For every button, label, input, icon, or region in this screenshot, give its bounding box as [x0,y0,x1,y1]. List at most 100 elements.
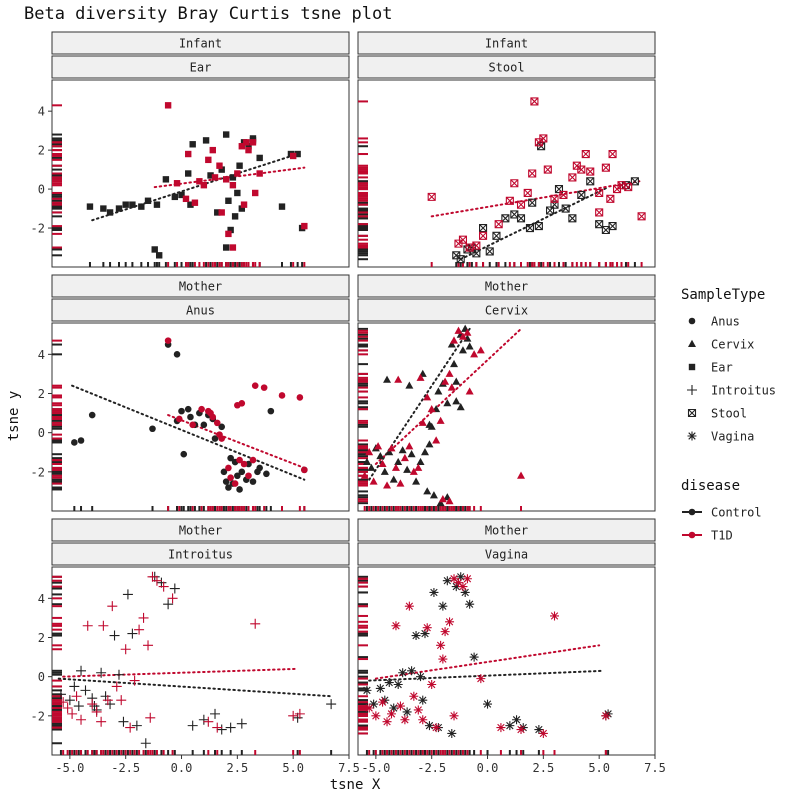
data-point [534,725,544,735]
data-point [196,178,203,185]
data-point [229,174,237,181]
chart-title: Beta diversity Bray Curtis tsne plot [24,4,392,24]
data-point [470,350,479,358]
data-point [207,172,214,179]
data-point [216,724,227,735]
data-point [187,720,198,731]
data-point [227,474,234,482]
data-point [129,201,136,208]
data-point [122,201,129,208]
data-point [218,166,225,173]
data-point [234,472,241,480]
data-point [423,487,432,495]
data-point [395,701,405,711]
data-point [189,141,196,148]
legend-shape-key [688,317,696,325]
legend-shape-key [687,431,697,441]
y-tick-label: 0 [38,426,45,440]
data-point [216,162,223,169]
data-point [77,437,85,444]
data-point [245,143,252,150]
data-point [167,593,178,604]
data-point [229,181,237,189]
x-tick-label: 0.0 [477,761,499,775]
facet-strip-sampletype-label: Anus [186,304,215,318]
trend-line-t1d [62,667,299,678]
data-point [185,170,192,177]
y-tick-label: -2 [31,465,45,479]
data-point [86,203,94,210]
data-point [178,407,185,415]
data-point [173,180,181,187]
data-point [501,214,510,223]
x-tick-label: -5.0 [361,761,390,775]
data-point [416,373,425,381]
data-point [202,137,210,144]
data-point [472,249,481,258]
data-point [288,710,299,721]
data-point [229,244,237,251]
data-point [218,423,226,431]
data-point [586,177,595,186]
data-point [465,243,474,252]
data-point [405,442,414,450]
data-point [138,203,145,210]
data-point [153,201,161,208]
facet-strip-sampletype-label: Vagina [485,548,528,562]
data-point [400,453,409,462]
data-point [449,711,459,721]
data-point [530,97,539,106]
data-point [458,332,467,340]
data-point [106,209,114,216]
data-point [205,156,212,164]
data-point [465,599,475,609]
trend-line-control [91,153,299,222]
data-point [171,193,179,201]
data-point [145,712,156,723]
data-point [414,463,423,471]
data-point [374,442,383,450]
data-point [294,150,301,158]
data-point [577,190,586,199]
data-point [249,139,257,146]
data-point [384,678,394,688]
data-point [581,149,590,159]
data-point [383,375,392,383]
data-point [187,413,194,421]
data-point [400,715,410,725]
legend-sampletype-label: Ear [711,361,733,375]
data-point [82,620,93,631]
data-point [412,477,421,485]
data-point [236,456,243,464]
data-point [382,717,392,727]
data-point [96,716,107,727]
data-point [416,457,425,466]
y-tick-label: 4 [38,105,45,119]
data-point [155,252,163,259]
data-point [432,436,441,444]
data-point [405,381,414,389]
data-point [87,699,98,710]
data-point [278,392,286,399]
data-point [326,699,337,710]
data-point [260,384,268,391]
data-point [550,611,560,621]
data-point [543,165,552,174]
facet-strip-group-label: Mother [485,280,528,294]
data-point [113,669,124,680]
y-tick-label: 4 [38,348,45,362]
data-point [178,191,185,199]
facet-strip-sampletype-label: Stool [488,61,524,75]
data-point [447,383,456,391]
plot-area [357,79,656,268]
data-point [445,497,454,505]
data-point [394,375,403,383]
data-point [456,572,466,582]
data-point [88,411,96,419]
data-point [143,640,154,651]
data-point [220,468,228,476]
legend-sampletype-title: SampleType [681,287,765,303]
data-point [404,601,414,611]
data-point [249,135,257,142]
data-point [383,481,392,489]
